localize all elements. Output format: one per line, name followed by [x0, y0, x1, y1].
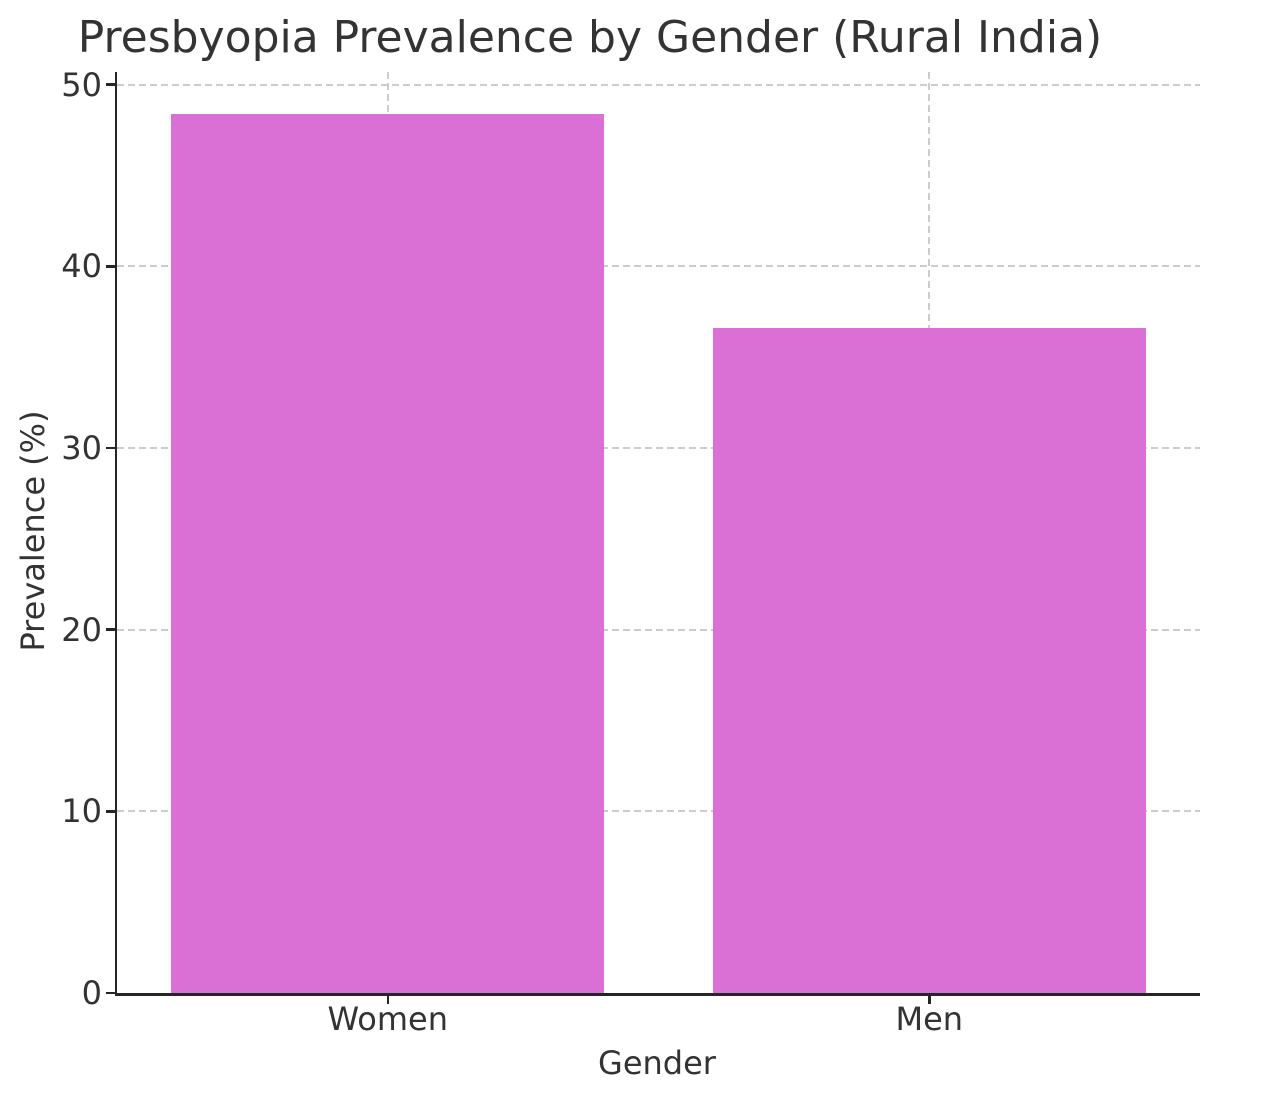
gridline-y-50: [117, 83, 1200, 86]
y-tick-label-20: 20: [61, 610, 102, 649]
gridline-y-20: [117, 628, 1200, 631]
y-tick-mark-20: [106, 628, 115, 631]
bar-men: [712, 328, 1146, 993]
left-axis-spine: [114, 72, 117, 996]
y-tick-label-0: 0: [81, 974, 102, 1012]
plot-area: [117, 72, 1200, 993]
y-tick-mark-50: [106, 83, 115, 86]
gridline-y-10: [117, 810, 1200, 813]
gridline-y-30: [117, 447, 1200, 450]
y-tick-label-30: 30: [61, 429, 102, 468]
x-tick-mark-women: [386, 995, 389, 1004]
chart-title: Presbyopia Prevalence by Gender (Rural I…: [77, 12, 1103, 63]
y-tick-mark-0: [106, 991, 115, 995]
y-tick-label-40: 40: [61, 247, 102, 286]
y-tick-label-50: 50: [61, 65, 102, 104]
y-tick-mark-40: [106, 265, 115, 268]
bar-women: [171, 113, 605, 993]
y-tick-label-10: 10: [61, 792, 102, 831]
x-tick-label-women: Women: [327, 1000, 448, 1038]
bottom-axis-spine: [114, 993, 1200, 996]
y-tick-mark-30: [106, 446, 115, 450]
x-tick-mark-men: [928, 995, 931, 1004]
gridline-y-40: [117, 265, 1200, 268]
x-axis-label: Gender: [598, 1044, 716, 1082]
y-tick-mark-10: [106, 810, 115, 813]
x-tick-label-men: Men: [895, 1000, 964, 1038]
